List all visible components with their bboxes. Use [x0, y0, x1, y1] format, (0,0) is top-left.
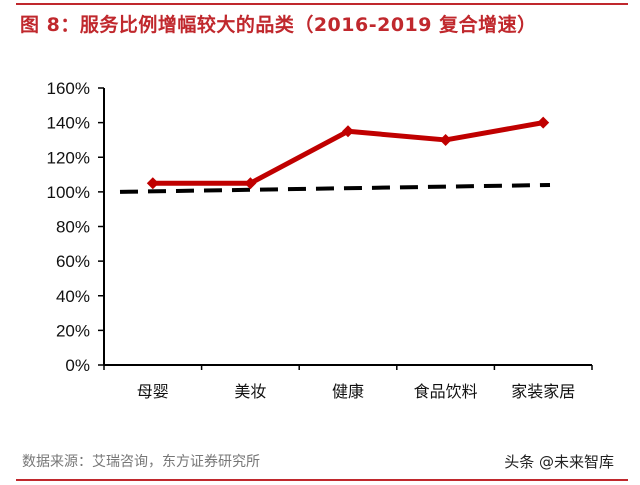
x-axis: 母婴 美妆 健康 食品饮料 家装家居: [103, 364, 593, 401]
diamond-marker: [537, 116, 550, 129]
y-tick-label: 100%: [47, 183, 90, 202]
diamond-marker: [439, 133, 452, 146]
x-category-label: 健康: [332, 382, 364, 401]
x-category-label: 美妆: [234, 382, 266, 401]
bottom-rule: [16, 479, 628, 481]
reference-dashed-line: [119, 182, 551, 194]
top-rule: [16, 3, 628, 5]
line-chart: 0% 20% 40% 60% 80% 100% 120% 140% 160% 母婴 美妆 健康 食品饮…: [47, 79, 593, 401]
x-category-label: 食品饮料: [414, 382, 478, 401]
y-tick-label: 120%: [47, 148, 90, 167]
diamond-marker: [244, 177, 257, 190]
diamond-marker: [342, 125, 354, 138]
y-tick-label: 40%: [56, 287, 90, 306]
y-axis: 0% 20% 40% 60% 80% 100% 120% 140% 160%: [47, 79, 105, 375]
chart-title: 图 8：服务比例增幅较大的品类（2016-2019 复合增速）: [20, 14, 537, 36]
y-tick-label: 0%: [65, 356, 90, 375]
y-tick-label: 20%: [56, 321, 90, 340]
watermark: 头条 @未来智库: [504, 453, 614, 471]
x-category-label: 家装家居: [511, 382, 575, 401]
y-tick-label: 140%: [47, 114, 90, 133]
y-tick-label: 160%: [47, 79, 90, 98]
diamond-marker: [146, 177, 159, 190]
x-category-label: 母婴: [137, 382, 169, 401]
y-tick-label: 60%: [56, 252, 90, 271]
y-tick-label: 80%: [56, 218, 90, 237]
data-source-note: 数据来源：艾瑞咨询，东方证券研究所: [22, 454, 260, 470]
series-red-line: [146, 116, 550, 190]
